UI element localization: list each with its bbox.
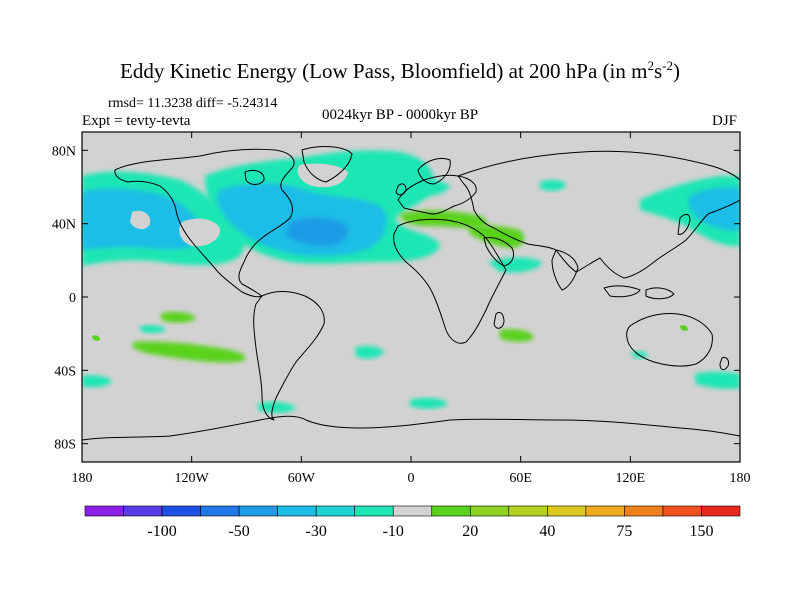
latitude-axis: 80N 40N 0 40S 80S [52,144,740,453]
contour-region [695,371,740,389]
lat-tick-label: 40S [54,364,76,379]
colorbar-label: -30 [306,523,327,540]
colorbar-swatch [392,505,433,517]
contour-region [468,225,525,248]
contour-region [297,163,348,188]
colorbar-label: 150 [689,523,713,540]
colorbar-swatch [508,505,548,517]
longitude-axis: 180 120W 60W 0 60E 120E 180 [72,132,751,486]
colorbar-label: 40 [539,523,555,540]
colorbar-swatch [624,505,664,517]
colorbar-swatch [315,505,356,517]
colorbar-swatch [123,505,163,517]
contour-region [540,179,566,191]
lat-tick-label: 0 [69,291,76,306]
colorbar-label: -10 [383,523,404,540]
contour-region [92,335,100,341]
contour-region [410,397,448,409]
contour-region [355,345,384,359]
rmsd-diff-stats: rmsd= 11.3238 diff= -5.24314 [108,96,278,111]
contour-region [286,217,348,246]
colorbar-label: -50 [228,523,249,540]
lon-tick-label: 180 [730,471,751,486]
experiment-label: Expt = tevty-tevta [82,113,191,129]
contour-region [130,210,151,230]
colorbar-swatch [662,505,702,517]
colorbar-swatch [238,505,278,517]
lon-tick-label: 120E [616,471,646,486]
lat-tick-label: 80S [54,438,76,453]
lat-tick-label: 80N [52,144,76,159]
plot-title: Eddy Kinetic Energy (Low Pass, Bloomfiel… [120,58,680,83]
contour-region [140,325,166,333]
contour-region [500,329,534,342]
anomaly-field [82,146,740,441]
contour-region [160,311,196,323]
colorbar-swatch [701,505,741,517]
colorbar-swatch [469,505,510,517]
colorbar-swatch [277,505,317,517]
contour-region [400,210,487,228]
lon-tick-label: 120W [175,471,210,486]
lon-tick-label: 0 [408,471,415,486]
colorbar: -100 -50 -30 -10 20 40 75 150 [84,505,741,540]
lon-tick-label: 180 [72,471,93,486]
colorbar-swatch [585,505,625,517]
contour-region [680,325,688,331]
colorbar-swatch [84,505,124,517]
contour-region [132,341,246,363]
period-label: 0024kyr BP - 0000kyr BP [322,107,479,123]
colorbar-swatch [161,505,201,517]
lon-tick-label: 60W [288,471,316,486]
contour-region [82,375,112,388]
colorbar-swatch [547,505,587,517]
lat-tick-label: 40N [52,218,76,233]
colorbar-label: -100 [147,523,176,540]
coastlines [82,146,740,441]
colorbar-swatch [431,505,471,517]
colorbar-label: 75 [616,523,632,540]
contour-region [258,401,296,413]
lon-tick-label: 60E [509,471,532,486]
colorbar-swatch [354,505,394,517]
season-label: DJF [712,113,738,129]
colorbar-swatch [200,505,240,517]
contour-region [688,187,740,231]
colorbar-label: 20 [462,523,478,540]
